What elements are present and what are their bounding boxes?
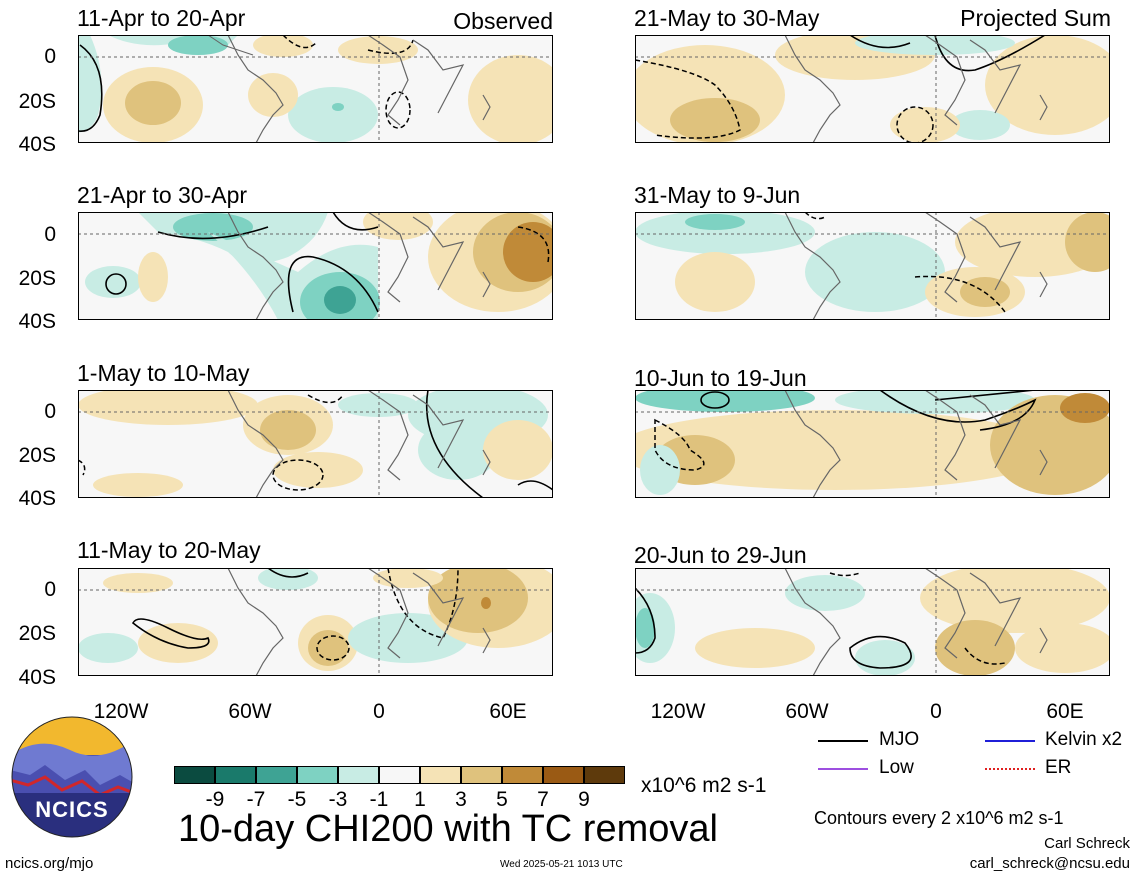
y-tick-20s: 20S [18,444,56,467]
map-panel [635,568,1110,676]
colorbar-label: 9 [578,788,590,811]
x-tick-60w: 60W [785,700,829,723]
colorbar-label: 5 [496,788,508,811]
map-panel [78,212,553,320]
y-tick-40s: 40S [18,487,56,510]
x-tick-0: 0 [930,700,942,723]
legend-label-low: Low [879,757,914,778]
x-tick-120w: 120W [650,700,706,723]
website-link[interactable]: ncics.org/mjo [5,855,94,872]
colorbar-label: 3 [455,788,467,811]
legend-line-er [985,768,1035,770]
x-tick-120w: 120W [93,700,149,723]
contour-note: Contours every 2 x10^6 m2 s-1 [814,808,1064,828]
y-tick-40s: 40S [18,310,56,333]
y-tick-0: 0 [44,45,56,68]
colorbar-label: -9 [205,788,225,811]
y-tick-20s: 20S [18,90,56,113]
colorbar-swatch [502,766,543,784]
panel-title-1: 11-Apr to 20-Apr [77,5,246,31]
colorbar-swatch [215,766,256,784]
colorbar-label: -1 [369,788,389,811]
timestamp: Wed 2025-05-21 1013 UTC [500,859,623,870]
legend-label-kelvin: Kelvin x2 [1045,729,1123,750]
colorbar-label: 7 [537,788,549,811]
colorbar-swatch [461,766,502,784]
panel-label-observed: Observed [453,8,553,34]
colorbar-label: -5 [287,788,307,811]
author-email: carl_schreck@ncsu.edu [969,855,1130,872]
map-panel [635,35,1110,143]
panel-title-6: 31-May to 9-Jun [634,182,801,208]
y-tick-0: 0 [44,400,56,423]
colorbar-swatch [543,766,584,784]
map-panel [635,212,1110,320]
colorbar-swatch [174,766,215,784]
y-tick-40s: 40S [18,666,56,689]
colorbar-label: 1 [414,788,426,811]
colorbar-swatch [297,766,338,784]
panel-title-3: 1-May to 10-May [77,360,250,386]
y-tick-0: 0 [44,578,56,601]
panel-title-5: 21-May to 30-May [634,5,820,31]
colorbar-label: -3 [328,788,348,811]
y-tick-0: 0 [44,223,56,246]
x-tick-0: 0 [373,700,385,723]
y-tick-20s: 20S [18,622,56,645]
logo-text: NCICS [35,797,109,822]
colorbar-label: -7 [246,788,266,811]
map-panel [78,390,553,498]
author: Carl Schreck [1044,835,1130,852]
colorbar-units: x10^6 m2 s-1 [641,774,767,797]
colorbar-swatch [379,766,420,784]
colorbar-swatch [338,766,379,784]
x-tick-60e: 60E [1046,700,1084,723]
panel-title-8: 20-Jun to 29-Jun [634,542,807,568]
panel-title-2: 21-Apr to 30-Apr [77,182,248,208]
panel-title-4: 11-May to 20-May [77,537,261,563]
map-panel [78,568,553,676]
ncics-logo: NCICS [10,715,134,839]
main-title: 10-day CHI200 with TC removal [178,808,718,850]
y-tick-40s: 40S [18,133,56,156]
legend-label-mjo: MJO [879,729,920,750]
colorbar-swatch [420,766,461,784]
legend-line-low [818,768,868,770]
x-tick-60w: 60W [228,700,272,723]
colorbar-swatch [584,766,625,784]
legend-line-mjo [818,740,868,742]
map-panel [635,390,1110,498]
panel-label-projected: Projected Sum [960,5,1111,31]
panel-title-7: 10-Jun to 19-Jun [634,365,807,391]
y-tick-20s: 20S [18,267,56,290]
legend-label-er: ER [1045,757,1072,778]
colorbar-swatch [256,766,297,784]
x-tick-60e: 60E [489,700,527,723]
legend-line-kelvin [985,740,1035,742]
map-panel [78,35,553,143]
